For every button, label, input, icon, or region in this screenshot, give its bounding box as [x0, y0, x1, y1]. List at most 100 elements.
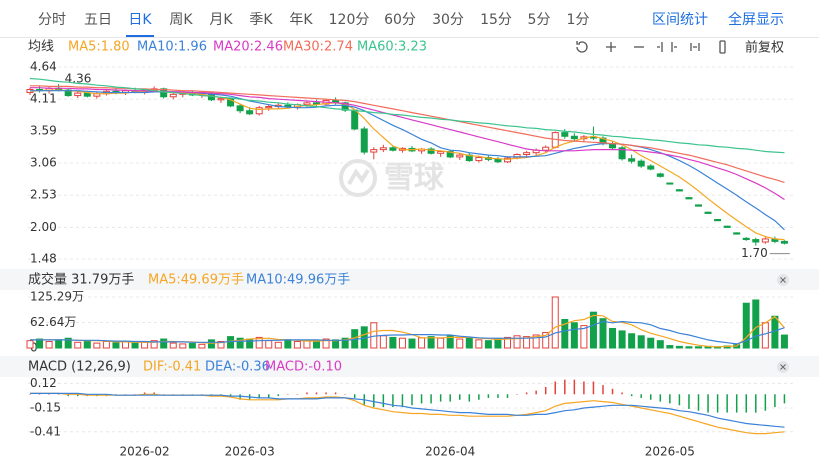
macd-bar — [239, 394, 241, 400]
y-tick-label: 2.00 — [30, 220, 57, 234]
volume-bar — [217, 340, 225, 349]
move-right-icon[interactable] — [690, 43, 700, 51]
macd-bar — [707, 394, 709, 413]
y-tick-label: 4.11 — [30, 92, 57, 106]
indicator-icon[interactable] — [719, 40, 726, 54]
macd-bar — [153, 392, 155, 395]
candle-body — [83, 92, 91, 97]
volume-bar — [169, 342, 177, 349]
tab[interactable]: 五日 — [84, 12, 112, 28]
macd-bar — [764, 394, 767, 411]
pane-title: MACD (12,26,9) — [28, 360, 131, 375]
adjust-mode[interactable]: 前复权 — [745, 40, 784, 56]
tab[interactable]: 周K — [169, 12, 193, 28]
tab[interactable]: 30分 — [432, 12, 464, 28]
tab[interactable]: 分时 — [38, 12, 66, 28]
candle-body — [351, 109, 359, 130]
candle-body — [456, 154, 464, 158]
macd-bar — [640, 394, 642, 398]
tab[interactable]: 1分 — [567, 12, 590, 28]
volume-bar — [504, 336, 511, 349]
candle-body — [446, 150, 454, 158]
macd-bar — [439, 394, 442, 402]
zoom-in-icon[interactable] — [606, 42, 616, 52]
tab[interactable]: 60分 — [384, 12, 416, 28]
tab[interactable]: 日K — [128, 12, 152, 28]
indicator-line — [30, 85, 785, 183]
toolbar-icons[interactable] — [576, 40, 726, 54]
macd-bar — [201, 394, 203, 395]
candle-body — [685, 197, 693, 200]
volume-bar — [179, 343, 187, 349]
candle-body — [542, 146, 550, 151]
macd-bar — [659, 394, 662, 402]
volume-bar — [36, 338, 44, 349]
volume-bar — [284, 339, 292, 349]
pane-title: 均线 — [28, 40, 54, 55]
y-tick-label: 0.12 — [30, 376, 57, 390]
volume-bar — [246, 338, 254, 349]
y-tick-label: 3.06 — [30, 156, 57, 170]
volume-bar — [446, 335, 454, 349]
tab[interactable]: 120分 — [329, 12, 370, 28]
macd-bar — [592, 381, 595, 395]
candle-body — [628, 158, 636, 162]
candle-body — [389, 147, 397, 151]
volume-bar — [637, 335, 645, 349]
macd-bar — [774, 394, 776, 408]
macd-bar — [688, 394, 690, 409]
min-price-label: 1.70 — [741, 246, 768, 260]
macd-bar — [67, 394, 69, 397]
candle-body — [169, 93, 177, 98]
close-x[interactable] — [780, 277, 786, 283]
action[interactable]: 全屏显示 — [728, 11, 784, 28]
tab[interactable]: 5分 — [528, 12, 551, 28]
tab[interactable]: 季K — [249, 12, 273, 28]
candle-body — [523, 152, 531, 155]
volume-bar — [752, 299, 760, 349]
tab[interactable]: 月K — [209, 12, 233, 28]
volume-close[interactable] — [777, 274, 789, 286]
volume-bar — [494, 338, 502, 349]
volume-bar — [599, 318, 607, 349]
macd-bar — [602, 385, 604, 395]
y-tick-label: -0.41 — [30, 424, 61, 438]
candle-body — [561, 132, 569, 137]
macd-close[interactable] — [777, 361, 789, 373]
volume-bar — [542, 332, 550, 349]
x-tick-label: 2026-05 — [645, 445, 695, 459]
volume-bar — [551, 296, 559, 349]
macd-bar — [783, 394, 786, 404]
tab[interactable]: 年K — [289, 12, 313, 28]
macd-bar — [172, 394, 174, 395]
macd-bar — [258, 394, 260, 398]
tab[interactable]: 15分 — [480, 12, 512, 28]
volume-bar — [255, 336, 263, 349]
action[interactable]: 区间统计 — [652, 12, 708, 28]
candle-body — [647, 165, 655, 170]
close-x[interactable] — [780, 364, 786, 370]
candle-body — [341, 102, 349, 111]
macd-bar — [535, 390, 537, 395]
candle-body — [303, 102, 311, 106]
macd-bar — [48, 394, 50, 395]
reset-icon[interactable] — [576, 41, 588, 53]
volume-bar — [141, 341, 149, 349]
macd-bar — [191, 394, 194, 395]
move-left-icon[interactable] — [657, 42, 677, 52]
legend-entry: MACD:-0.10 — [265, 360, 342, 375]
macd-bar — [506, 394, 509, 398]
y-tick-label: 125.29万 — [30, 290, 84, 304]
macd-bar — [430, 394, 432, 404]
volume-bar — [370, 322, 378, 349]
volume-bar — [408, 338, 416, 349]
y-tick-label: 0 — [30, 341, 38, 355]
y-tick-label: 3.59 — [30, 123, 57, 137]
volume-bar — [341, 337, 349, 349]
candle-body — [360, 128, 368, 153]
candle-body — [637, 160, 645, 167]
volume-bar — [274, 341, 282, 349]
volume-bar — [265, 340, 273, 349]
volume-bar — [398, 337, 406, 349]
